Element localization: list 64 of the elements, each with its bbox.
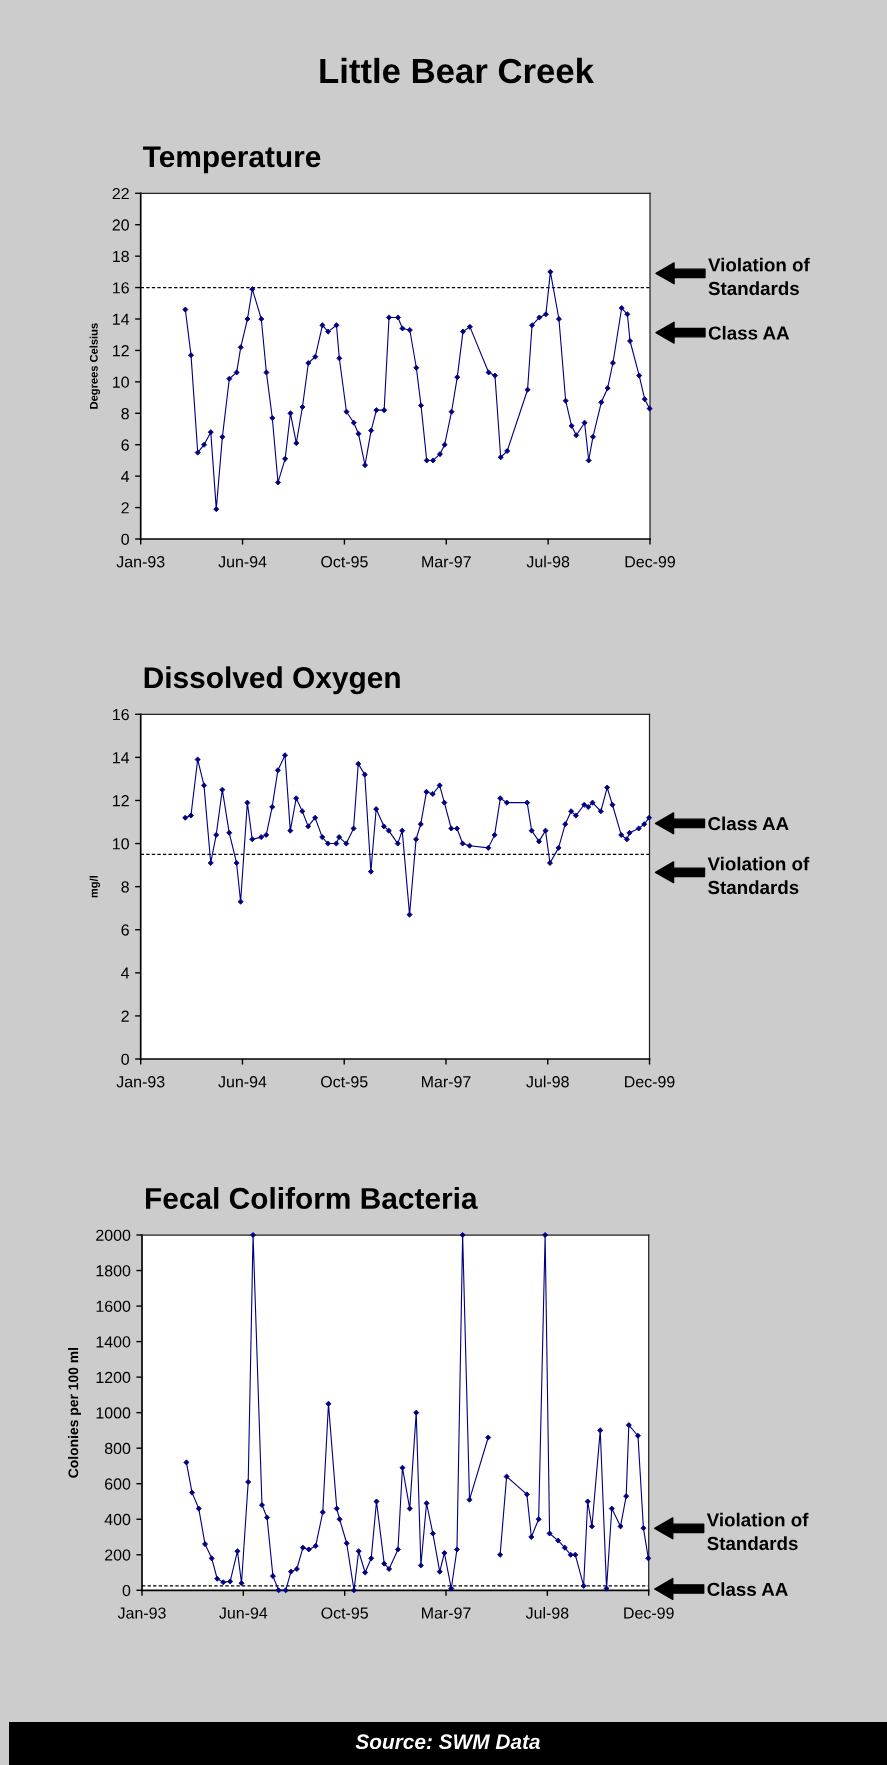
x-tick-label: Jul-98 [526,1075,569,1088]
y-tick-label: 2000 [96,1229,131,1241]
x-tick-label: Dec-99 [625,1076,675,1088]
y-tick-label: 2 [121,1010,129,1022]
y-tick-label: 1800 [96,1265,131,1277]
y-tick-label: 1200 [96,1371,131,1384]
y-tick-label: 1400 [96,1336,131,1348]
y-tick-label: 800 [104,1442,131,1455]
x-tick-label: Dec-99 [625,556,675,568]
x-tick-label: Mar-97 [422,556,471,568]
x-tick-label: Jan-93 [117,1607,166,1619]
y-tick-label: 20 [112,219,129,231]
y-tick-label: 8 [121,881,129,893]
chart-subtitle: Temperature [143,146,321,174]
y-tick-label: 6 [121,439,129,451]
y-tick-label: 18 [113,250,129,263]
x-tick-label: Mar-97 [422,1607,471,1619]
text: Class AA [708,816,789,831]
y-tick-label: 8 [121,407,129,420]
x-tick-label: Jun-94 [218,556,267,568]
text: Class AA [708,325,790,340]
x-tick-label: Mar-97 [422,1076,471,1088]
x-tick-label: Oct-95 [321,1076,368,1088]
y-tick-label: 400 [104,1513,131,1526]
text: Violation of Standards [708,257,810,296]
y-tick-label: 6 [121,924,129,936]
y-tick-label: 1000 [96,1407,131,1419]
y-axis-title: Degrees Celsius [89,323,100,409]
y-tick-label: 12 [113,345,129,357]
chart-title: Dissolved Oxygen [144,666,400,695]
y-tick-label: 10 [113,838,129,850]
y-axis-title: mg/l [89,876,100,898]
y-tick-label: 0 [121,533,129,545]
text: Class AA [707,1582,788,1596]
y-tick-label: 12 [113,795,129,807]
y-axis-title: Colonies per 100 ml [68,1348,81,1478]
chart-title: Fecal Coliform Bacteria [146,1187,478,1210]
y-tick-label: 16 [113,708,129,721]
x-tick-label: Jun-94 [219,1607,268,1619]
y-tick-label: 10 [113,376,129,388]
y-tick-label: 22 [112,187,129,200]
y-tick-label: 600 [105,1478,131,1490]
chart-title: Little Bear Creek [320,57,595,84]
y-tick-label: 16 [113,282,129,294]
y-tick-label: 14 [113,313,130,325]
y-tick-label: 14 [113,752,130,764]
y-tick-label: 2 [121,502,129,514]
x-tick-label: Jul-98 [525,1606,569,1619]
y-tick-label: 0 [121,1053,129,1065]
text: Violation of Standards [707,856,810,895]
x-tick-label: Dec-99 [624,1607,674,1619]
x-tick-label: Jul-98 [526,555,570,568]
y-tick-label: 4 [121,470,130,482]
x-tick-label: Jan-93 [116,556,165,568]
y-tick-label: 0 [122,1584,131,1597]
y-tick-label: 1600 [96,1300,131,1312]
y-tick-label: 4 [121,967,130,979]
x-tick-label: Oct-95 [321,1607,368,1619]
x-tick-label: Jun-94 [218,1076,267,1088]
x-tick-label: Jan-93 [116,1076,165,1088]
y-tick-label: 200 [105,1549,131,1561]
text: Violation of Standards [706,1512,809,1551]
source-note: Source: SWM Data [355,1734,540,1750]
x-tick-label: Oct-95 [321,556,368,568]
